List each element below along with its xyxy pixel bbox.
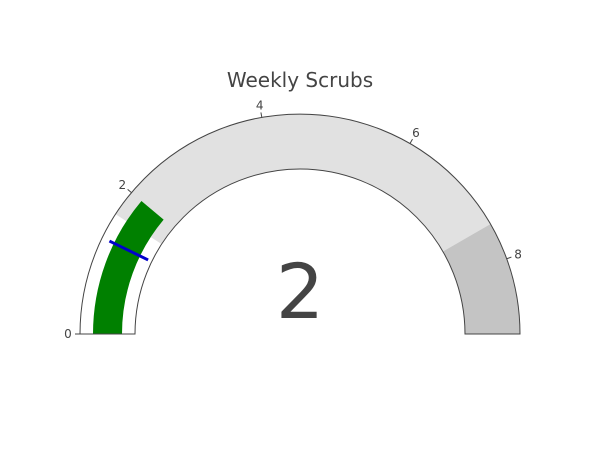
tick-mark: [127, 188, 132, 193]
tick-label: 4: [256, 99, 264, 113]
tick-label: 0: [64, 327, 72, 341]
chart-title: Weekly Scrubs: [227, 68, 373, 92]
tick-label: 8: [514, 248, 522, 262]
tick-mark: [409, 138, 413, 144]
tick-label: 2: [118, 178, 126, 192]
gauge-step-2: [115, 114, 491, 252]
gauge-threshold-group: [108, 239, 149, 262]
gauge-value: 2: [276, 247, 324, 336]
gauge-bar: [93, 200, 164, 334]
tick-mark: [506, 256, 512, 260]
gauge-step-3: [442, 224, 520, 334]
gauge-threshold: [108, 239, 149, 262]
tick-mark: [260, 112, 263, 118]
gauge-bar-group: [93, 200, 164, 334]
tick-label: 6: [412, 126, 420, 140]
gauge-outline: [79, 113, 521, 335]
gauge-axis: 0 2 4 6 8: [64, 99, 522, 341]
gauge-border: [79, 113, 521, 335]
